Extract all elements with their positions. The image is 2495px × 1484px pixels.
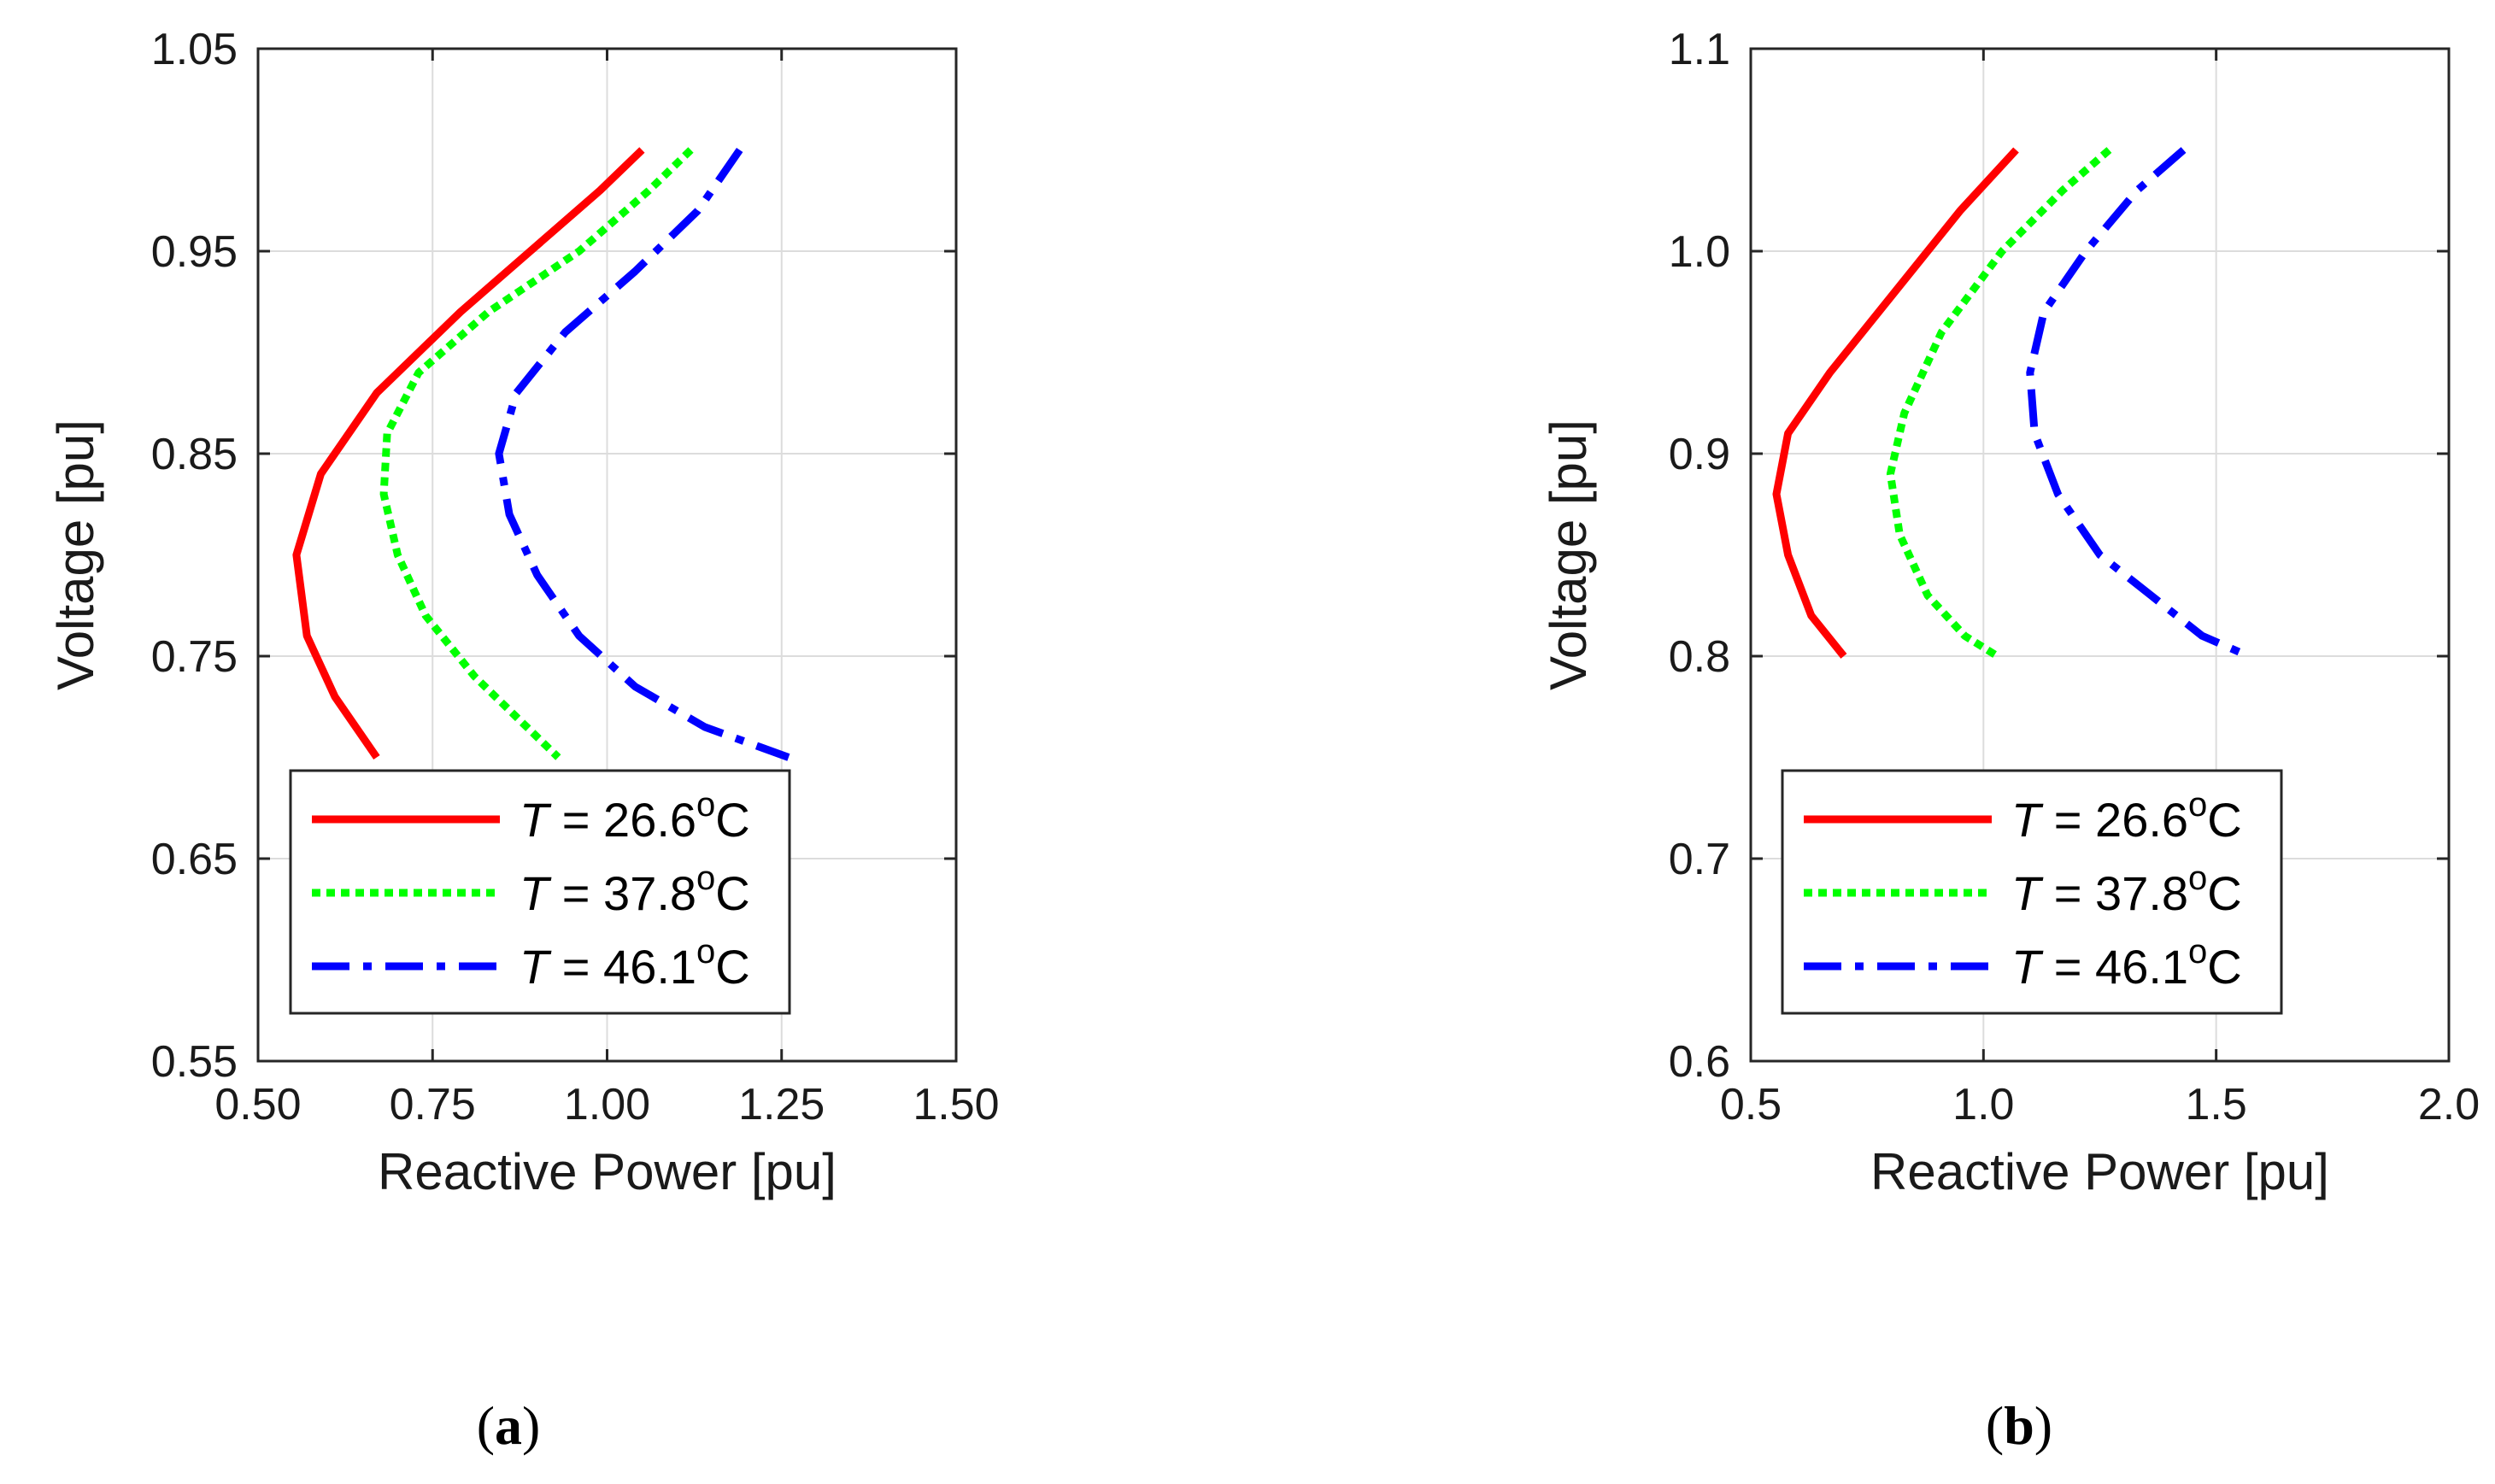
x-tick-label: 1.5: [2186, 1080, 2247, 1129]
y-tick-label: 1.05: [151, 25, 238, 74]
y-tick-label: 0.55: [151, 1037, 238, 1087]
legend-eq: =: [2040, 866, 2095, 920]
y-axis-label: Voltage [pu]: [47, 419, 104, 690]
legend-eq: =: [2040, 940, 2095, 994]
legend-entry-26.6: T = 26.6oC: [2011, 786, 2242, 847]
legend-value: 46.1: [2095, 940, 2188, 994]
panel-label-close: ): [2034, 1395, 2052, 1456]
panel-label-close: ): [522, 1395, 540, 1456]
x-tick-label: 0.5: [1720, 1080, 1782, 1129]
legend-entry-46.1: T = 46.1oC: [520, 933, 750, 994]
legend-var: T: [520, 940, 552, 994]
x-tick-label: 2.0: [2418, 1080, 2480, 1129]
series-line-37.8: [379, 147, 694, 760]
legend-degree: o: [2188, 933, 2207, 971]
legend-unit: C: [715, 866, 749, 920]
legend-unit: C: [2207, 866, 2241, 920]
legend-degree: o: [696, 786, 715, 824]
legend-eq: =: [549, 866, 603, 920]
x-tick-label: 1.50: [913, 1080, 999, 1129]
y-tick-label: 0.95: [151, 227, 238, 277]
legend-eq: =: [549, 793, 603, 847]
x-tick-label: 1.25: [738, 1080, 825, 1129]
x-tick-label: 0.75: [390, 1080, 476, 1129]
panel-label-open: (: [1986, 1395, 2004, 1456]
y-tick-label: 0.65: [151, 835, 238, 884]
legend-degree: o: [696, 933, 715, 971]
series-line-37.8: [1886, 147, 2112, 660]
legend-entry-37.8: T = 37.8oC: [520, 859, 750, 920]
legend-unit: C: [715, 940, 749, 994]
legend-var: T: [520, 793, 552, 847]
panel-label: (a): [477, 1395, 541, 1456]
legend-var: T: [2011, 793, 2044, 847]
legend-value: 46.1: [603, 940, 696, 994]
x-axis-label: Reactive Power [pu]: [1870, 1143, 2329, 1200]
panel-a: 0.50 0.75 1.00 1.25 1.50 0.55 0.65 0.75 0.85 0.95…: [47, 25, 1000, 1456]
legend-entry-37.8: T = 37.8oC: [2011, 859, 2242, 920]
legend-entry-46.1: T = 46.1oC: [2011, 933, 2242, 994]
x-tick-label: 1.00: [564, 1080, 650, 1129]
panel-label-letter: a: [495, 1395, 522, 1456]
axes-frame: [1749, 47, 2451, 1063]
series-line-46.1: [495, 147, 790, 761]
legend-var: T: [520, 866, 552, 920]
y-tick-label: 0.6: [1669, 1037, 1730, 1087]
legend-degree: o: [2188, 786, 2207, 824]
legend-value: 37.8: [603, 866, 696, 920]
legend-eq: =: [549, 940, 603, 994]
series-line-26.6: [1772, 147, 2019, 659]
legend-entry-26.6: T = 26.6oC: [520, 786, 750, 847]
legend-value: 26.6: [603, 793, 696, 847]
x-tick-label: 1.0: [1952, 1080, 2014, 1129]
legend-value: 26.6: [2095, 793, 2188, 847]
panel-b: 0.5 1.0 1.5 2.0 0.6 0.7 0.8 0.9 1.0 1.1 Reactive P…: [1540, 25, 2480, 1456]
panel-label: (b): [1986, 1395, 2052, 1456]
legend-degree: o: [696, 859, 715, 897]
legend-var: T: [2011, 866, 2044, 920]
legend-eq: =: [2040, 793, 2095, 847]
y-tick-label: 0.85: [151, 430, 238, 479]
panel-label-letter: b: [2004, 1395, 2034, 1456]
y-tick-label: 0.8: [1669, 632, 1730, 682]
y-tick-label: 1.0: [1669, 227, 1730, 277]
series-line-26.6: [292, 147, 645, 760]
y-tick-label: 1.1: [1669, 25, 1730, 74]
y-tick-label: 0.7: [1669, 835, 1730, 884]
x-axis-label: Reactive Power [pu]: [378, 1143, 837, 1200]
legend-var: T: [2011, 940, 2044, 994]
x-tick-label: 0.50: [214, 1080, 301, 1129]
legend-degree: o: [2188, 859, 2207, 897]
legend-value: 37.8: [2095, 866, 2188, 920]
y-axis-label: Voltage [pu]: [1540, 419, 1597, 690]
y-tick-label: 0.75: [151, 632, 238, 682]
panel-label-open: (: [477, 1395, 495, 1456]
legend-unit: C: [715, 793, 749, 847]
legend-unit: C: [2207, 793, 2241, 847]
legend-unit: C: [2207, 940, 2241, 994]
y-tick-label: 0.9: [1669, 430, 1730, 479]
